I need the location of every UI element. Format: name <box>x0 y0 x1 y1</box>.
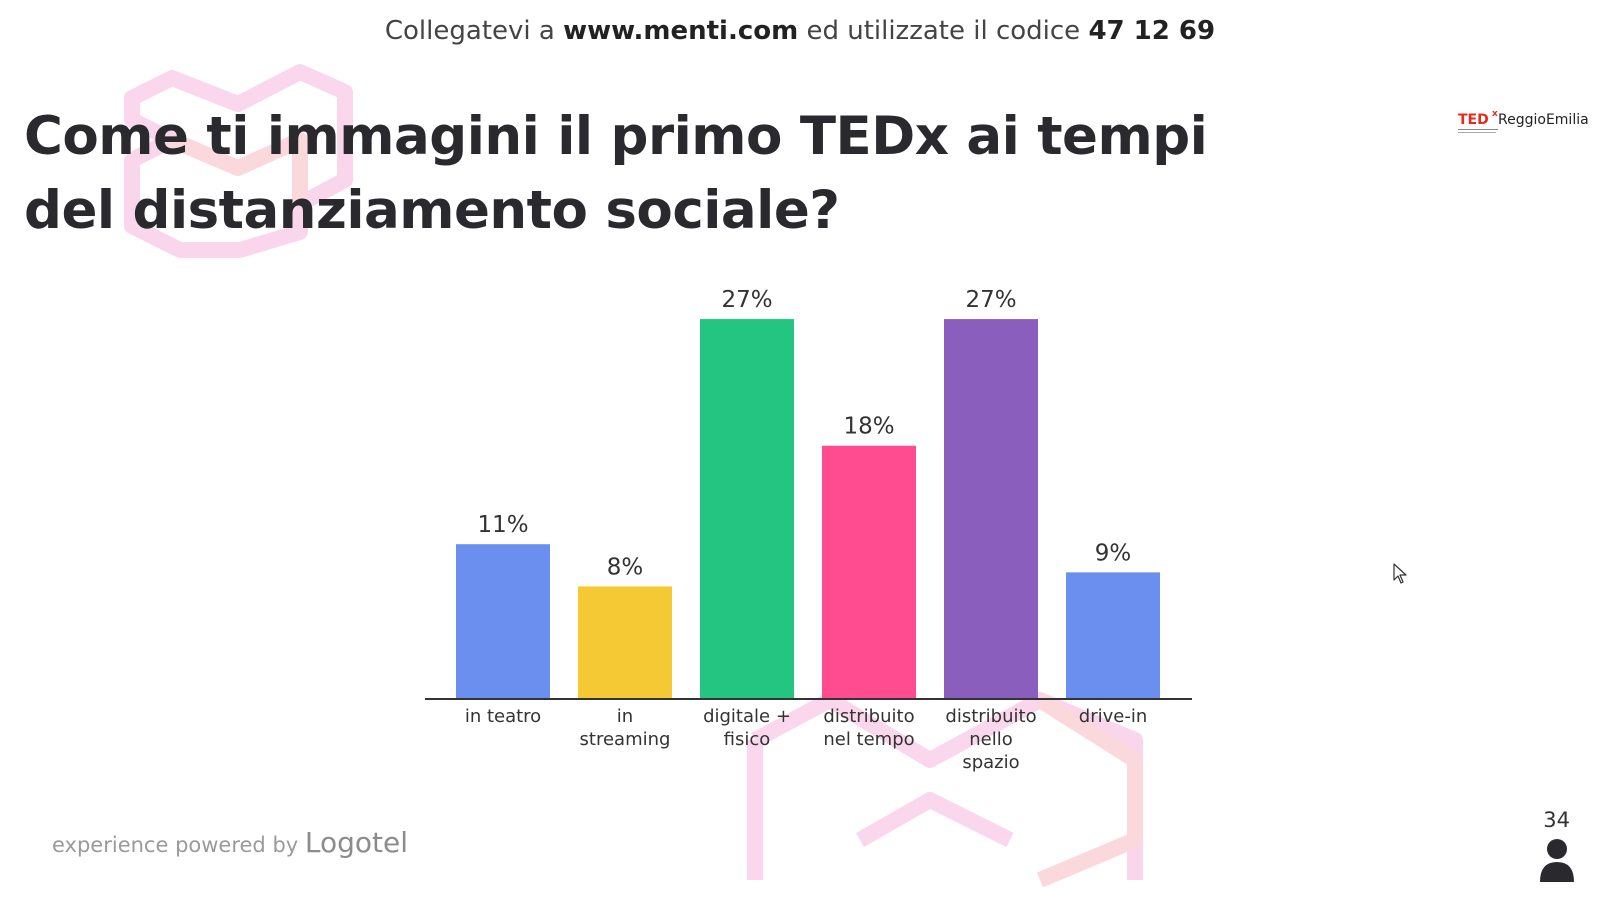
question-title: Come ti immagini il primo TEDx ai tempi … <box>24 106 1208 241</box>
category-label-5: drive-in <box>1079 706 1147 727</box>
bar-value-label-2: 27% <box>721 287 772 313</box>
bar-value-label-5: 9% <box>1095 540 1132 566</box>
logo-fineprint-2 <box>1458 132 1496 133</box>
person-icon <box>1540 839 1574 882</box>
bars-group: 11% in teatro 8% in streaming 27% digitale + fi… <box>456 287 1160 773</box>
join-url[interactable]: www.menti.com <box>563 16 799 46</box>
bar-2 <box>700 319 794 699</box>
join-middle: ed utilizzate il codice <box>806 16 1081 46</box>
powered-brand: Logotel <box>304 826 409 859</box>
bar-value-label-4: 27% <box>965 287 1016 313</box>
category-label-0: in teatro <box>465 706 541 727</box>
category-label-4: distribuito nello spazio <box>945 706 1036 773</box>
join-code: 47 12 69 <box>1088 16 1216 46</box>
logo-fineprint <box>1458 129 1498 130</box>
logo-x: x <box>1492 109 1498 119</box>
category-label-1: in streaming <box>580 706 671 750</box>
category-label-2: digitale + fisico <box>703 706 791 750</box>
powered-prefix: experience powered by <box>52 833 299 857</box>
response-count: 34 <box>1543 808 1570 832</box>
bar-0 <box>456 544 550 699</box>
bar-value-label-1: 8% <box>607 554 644 580</box>
bar-3 <box>822 445 916 699</box>
tedx-logo: TED x ReggioEmilia <box>1458 109 1593 140</box>
bar-1 <box>578 586 672 699</box>
category-label-3: distribuito nel tempo <box>823 706 914 750</box>
bar-4 <box>944 319 1038 699</box>
logo-ted: TED <box>1458 112 1489 128</box>
join-instructions: Collegatevi a www.menti.com ed utilizzat… <box>0 16 1600 46</box>
powered-by: experience powered by Logotel <box>52 826 408 859</box>
bar-value-label-0: 11% <box>477 512 528 538</box>
logo-city: ReggioEmilia <box>1498 112 1589 128</box>
join-prefix: Collegatevi a <box>384 16 555 46</box>
bar-5 <box>1066 572 1160 699</box>
cursor-icon <box>1393 563 1407 584</box>
bar-value-label-3: 18% <box>843 414 894 440</box>
